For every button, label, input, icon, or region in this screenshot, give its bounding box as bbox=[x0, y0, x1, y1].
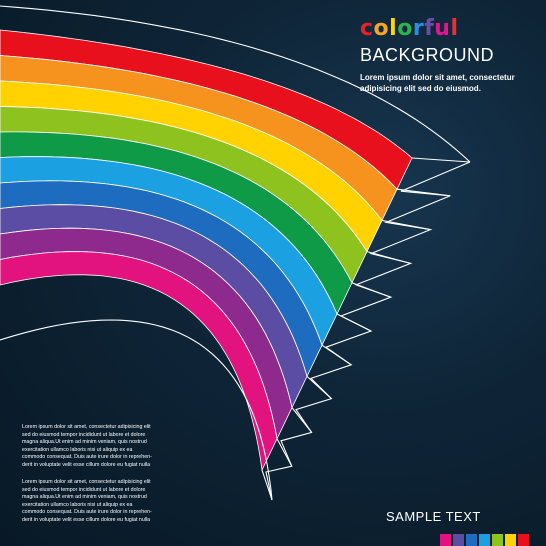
outline-connector bbox=[291, 407, 313, 433]
paragraph-line: exercitation ullamco laboris nisi ut ali… bbox=[22, 501, 133, 508]
paragraph-line: commodo consequat. Duis aute irure dolor… bbox=[22, 454, 152, 461]
paragraph-line: derit in voluptate velit esse cillum dol… bbox=[22, 461, 151, 468]
color-swatch bbox=[466, 534, 477, 546]
paragraph-line: exercitation ullamco laboris nisi ut ali… bbox=[22, 446, 133, 453]
paragraph-line: Lorem ipsum dolor sit amet, consectetur … bbox=[22, 479, 151, 485]
body-paragraph-2: Lorem ipsum dolor sit amet, consectetur … bbox=[22, 479, 172, 525]
outline-connector bbox=[411, 157, 471, 163]
paragraph-line: sed do eiusmod tempor incididunt ut labo… bbox=[22, 486, 146, 493]
intro-text: Lorem ipsum dolor sit amet, consectetur … bbox=[360, 72, 540, 94]
title-letter: o bbox=[373, 16, 390, 41]
paragraph-line: sed do eiusmod tempor incididunt ut labo… bbox=[22, 431, 146, 438]
body-paragraph-1: Lorem ipsum dolor sit amet, consectetur … bbox=[22, 424, 172, 470]
outline-connector bbox=[381, 219, 431, 231]
outline-edge bbox=[0, 5, 471, 163]
outline-connector bbox=[276, 438, 293, 467]
color-swatch bbox=[518, 534, 529, 546]
outline-connector bbox=[261, 469, 273, 501]
title-colorful: colorful bbox=[360, 16, 540, 42]
sample-text: SAMPLE TEXT bbox=[386, 509, 481, 524]
ribbon-outlines bbox=[0, 5, 471, 501]
paragraph-line: Lorem ipsum dolor sit amet, consectetur … bbox=[22, 424, 151, 430]
title-letter: r bbox=[412, 16, 425, 41]
color-swatch bbox=[492, 534, 503, 546]
outline-connector bbox=[336, 313, 372, 332]
outline-connector bbox=[351, 282, 391, 298]
title-letter: u bbox=[434, 16, 451, 41]
title-letter: o bbox=[397, 16, 413, 41]
title-letter: f bbox=[424, 16, 435, 41]
intro-line-2: adipisicing elit sed do eiusmod. bbox=[360, 84, 481, 93]
paragraph-line: derit in voluptate velit esse cillum dol… bbox=[22, 516, 151, 523]
outline-connector bbox=[306, 375, 332, 400]
paragraph-line: magna aliqua.Ut enim ad minim veniam, qu… bbox=[22, 439, 147, 446]
color-swatches bbox=[440, 534, 529, 546]
title-letter: l bbox=[450, 16, 459, 41]
rainbow-stripes bbox=[0, 29, 413, 472]
color-swatch bbox=[505, 534, 516, 546]
intro-line-1: Lorem ipsum dolor sit amet, consectetur bbox=[360, 73, 515, 82]
outline-edge bbox=[0, 319, 273, 501]
paragraph-line: commodo consequat. Duis aute irure dolor… bbox=[22, 509, 152, 516]
outline-connector bbox=[396, 188, 451, 197]
color-swatch bbox=[479, 534, 490, 546]
color-swatch bbox=[440, 534, 451, 546]
color-swatch bbox=[453, 534, 464, 546]
title-letter: l bbox=[389, 16, 398, 41]
paragraph-line: magna aliqua.Ut enim ad minim veniam, qu… bbox=[22, 494, 147, 501]
title-letter: c bbox=[360, 16, 374, 41]
title-background: BACKGROUND bbox=[360, 45, 495, 65]
outline-connector bbox=[321, 344, 352, 366]
outline-connector bbox=[366, 251, 411, 264]
